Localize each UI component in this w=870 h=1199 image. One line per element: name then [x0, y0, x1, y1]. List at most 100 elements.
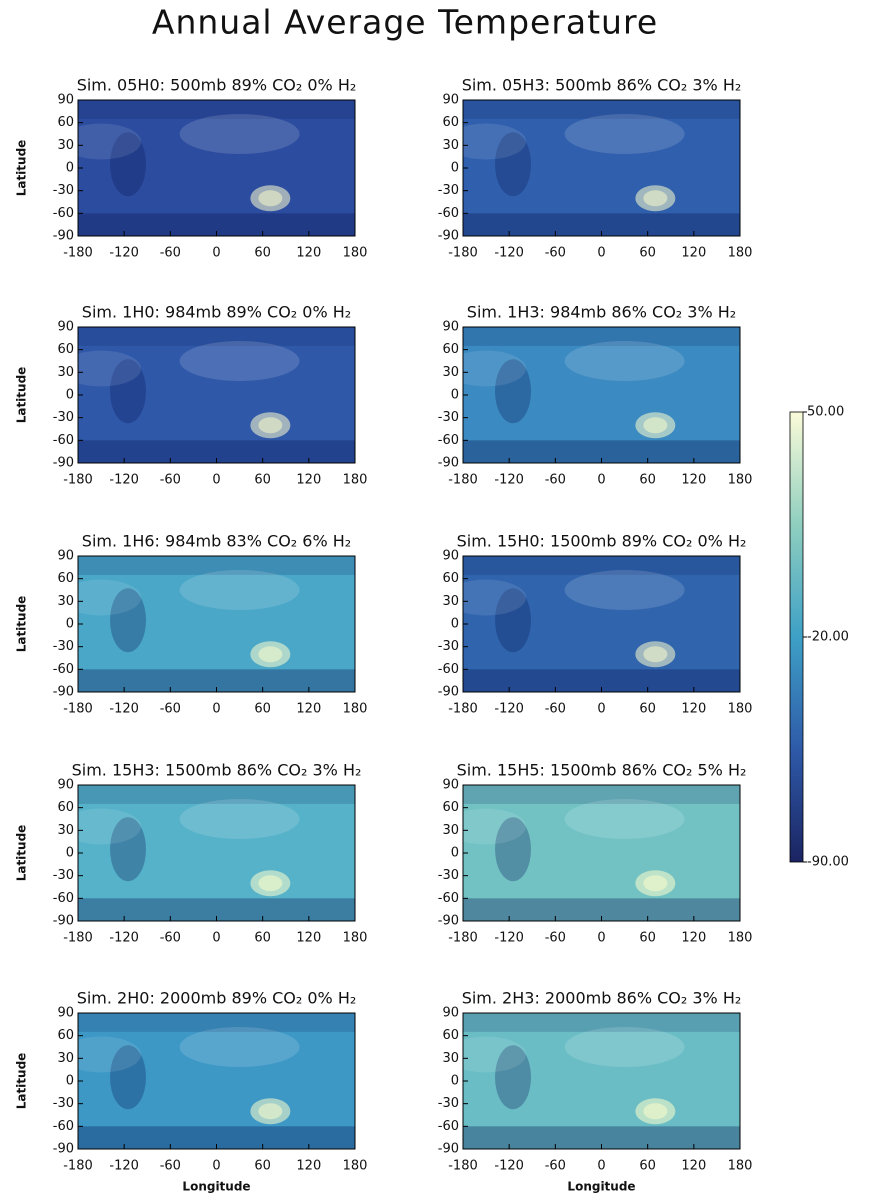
x-tick-label: 60 [639, 702, 656, 717]
y-tick-label: -90 [53, 229, 74, 244]
y-tick-label: -90 [438, 456, 459, 471]
polar-band [78, 1126, 355, 1149]
x-tick-label: 60 [254, 931, 271, 946]
y-tick-label: 60 [57, 1028, 74, 1043]
panel-title: Sim. 1H0: 984mb 89% CO₂ 0% H₂ [82, 303, 351, 322]
x-tick-label: 180 [728, 246, 753, 261]
plain [564, 570, 685, 610]
y-tick-label: 90 [442, 549, 459, 564]
basin [643, 190, 668, 207]
y-tick-label: -90 [438, 1142, 459, 1157]
highland [110, 359, 147, 424]
plain [179, 341, 300, 381]
x-tick-label: -180 [448, 473, 478, 488]
x-tick-label: 0 [212, 931, 220, 946]
x-tick-label: -60 [160, 702, 181, 717]
y-tick-label: -30 [53, 639, 74, 654]
x-tick-label: -60 [545, 246, 566, 261]
basin [258, 875, 283, 892]
polar-band [463, 213, 740, 236]
x-tick-label: -120 [494, 1159, 524, 1174]
y-tick-label: -30 [438, 410, 459, 425]
x-tick-label: 180 [343, 473, 368, 488]
x-tick-label: -180 [63, 473, 93, 488]
colorbar-tick-label: -90.00 [807, 855, 849, 870]
y-tick-label: 30 [57, 365, 74, 380]
highland [110, 817, 147, 882]
x-tick-label: 120 [681, 473, 706, 488]
x-tick-label: -120 [494, 702, 524, 717]
highland [110, 132, 147, 197]
y-axis-label: Latitude [15, 140, 29, 197]
y-tick-label: 30 [57, 594, 74, 609]
highland [495, 588, 532, 653]
x-tick-label: 0 [212, 702, 220, 717]
y-axis-label: Latitude [15, 825, 29, 882]
y-tick-label: 60 [442, 342, 459, 357]
map [78, 1013, 355, 1149]
plain [78, 123, 142, 160]
highland [110, 1045, 147, 1110]
x-tick-label: -180 [448, 931, 478, 946]
y-tick-label: -90 [53, 685, 74, 700]
map [463, 556, 740, 692]
basin [258, 190, 283, 207]
y-tick-label: -60 [438, 1119, 459, 1134]
x-tick-label: 60 [254, 702, 271, 717]
plain [564, 341, 685, 381]
y-tick-label: 90 [57, 1006, 74, 1021]
map-fill [463, 556, 740, 692]
y-tick-label: -30 [438, 183, 459, 198]
polar-band [78, 669, 355, 692]
x-tick-label: 180 [343, 246, 368, 261]
polar-band [463, 327, 740, 346]
y-tick-label: -60 [53, 433, 74, 448]
x-tick-label: 180 [728, 931, 753, 946]
x-tick-label: 60 [639, 246, 656, 261]
y-tick-label: -30 [53, 1096, 74, 1111]
x-tick-label: 60 [254, 246, 271, 261]
y-tick-label: -60 [438, 891, 459, 906]
x-tick-label: 180 [728, 473, 753, 488]
y-tick-label: -30 [438, 639, 459, 654]
x-tick-label: 60 [639, 1159, 656, 1174]
x-tick-label: 0 [597, 931, 605, 946]
y-tick-label: -90 [53, 1142, 74, 1157]
x-tick-label: 120 [681, 931, 706, 946]
highland [495, 132, 532, 197]
x-tick-label: 0 [212, 246, 220, 261]
y-tick-label: 0 [66, 1074, 74, 1089]
panel-title: Sim. 05H0: 500mb 89% CO₂ 0% H₂ [77, 76, 357, 95]
x-tick-label: 0 [597, 702, 605, 717]
map [78, 556, 355, 692]
panel-title: Sim. 15H5: 1500mb 86% CO₂ 5% H₂ [457, 761, 747, 780]
x-tick-label: -60 [545, 473, 566, 488]
y-tick-label: 90 [57, 778, 74, 793]
y-tick-label: -30 [53, 868, 74, 883]
x-tick-label: -180 [448, 1159, 478, 1174]
y-tick-label: 30 [442, 1051, 459, 1066]
x-tick-label: 120 [681, 1159, 706, 1174]
y-tick-label: -30 [53, 410, 74, 425]
highland [495, 1045, 532, 1110]
map [463, 327, 740, 463]
panel-title: Sim. 2H0: 2000mb 89% CO₂ 0% H₂ [77, 989, 357, 1008]
y-tick-label: -90 [438, 229, 459, 244]
x-tick-label: -180 [63, 931, 93, 946]
x-tick-label: 60 [639, 473, 656, 488]
x-tick-label: 120 [296, 473, 321, 488]
basin [258, 417, 283, 434]
highland [495, 817, 532, 882]
y-tick-label: -60 [438, 433, 459, 448]
y-tick-label: 90 [57, 93, 74, 108]
x-tick-label: 0 [597, 1159, 605, 1174]
y-tick-label: -60 [438, 662, 459, 677]
y-tick-label: -90 [53, 914, 74, 929]
polar-band [78, 213, 355, 236]
map [78, 785, 355, 921]
y-tick-label: 0 [66, 161, 74, 176]
x-tick-label: 0 [597, 473, 605, 488]
colorbar-tick-label: -20.00 [807, 630, 849, 645]
x-tick-label: -180 [63, 1159, 93, 1174]
